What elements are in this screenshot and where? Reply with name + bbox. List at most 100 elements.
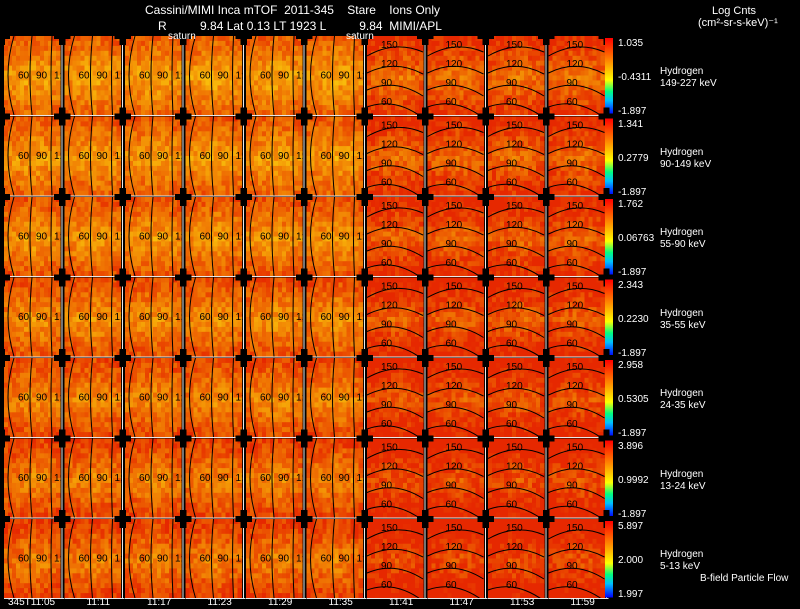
contour-label: 60 bbox=[200, 473, 212, 484]
contour-label: 60 bbox=[506, 178, 518, 189]
contour-label: 90 bbox=[339, 71, 351, 82]
heatmap-cell: 60 90 1: bbox=[175, 188, 252, 277]
contour-label: 90 bbox=[339, 393, 351, 404]
contour-label: 60 bbox=[381, 339, 393, 350]
contour-lines bbox=[548, 126, 605, 199]
contour-label: 1: bbox=[236, 151, 244, 162]
heatmap-cell: 150 120 90 60 bbox=[478, 188, 554, 280]
planet-cross-marker bbox=[296, 188, 313, 206]
heatmap-cell: 60 90 1: bbox=[115, 188, 191, 277]
contour-label: 90 bbox=[36, 473, 48, 484]
contour-label: 60 bbox=[200, 151, 212, 162]
heatmap-cell: 60 90 1: bbox=[54, 27, 131, 116]
contour-label: 90 bbox=[157, 393, 169, 404]
colorbar-min: -1.897 bbox=[618, 267, 647, 278]
contour-label: 1: bbox=[115, 312, 123, 323]
contour-label: 90 bbox=[506, 400, 518, 411]
contour-lines bbox=[7, 438, 53, 518]
contour-label: 90 bbox=[157, 554, 169, 565]
contour-label: 60 bbox=[506, 339, 518, 350]
colorbar-mid: 2.000 bbox=[618, 555, 644, 566]
contour-lines bbox=[189, 518, 234, 599]
time-tick-label: 11:35 bbox=[328, 597, 353, 608]
contour-label: 90 bbox=[506, 481, 518, 492]
contour-lines bbox=[128, 438, 174, 518]
contour-label: 90 bbox=[36, 554, 48, 565]
contour-label: 60 bbox=[446, 500, 458, 511]
contour-label: 60 bbox=[321, 554, 333, 565]
energy-range-label: 55-90 keV bbox=[660, 239, 706, 250]
heatmap-cell: 150 120 90 60 bbox=[357, 188, 433, 280]
contour-label: 60 bbox=[506, 97, 518, 108]
heatmap-cell: 150 120 90 60 bbox=[357, 429, 433, 521]
planet-cross-marker bbox=[296, 510, 313, 528]
contour-lines bbox=[310, 35, 355, 116]
planet-cross-marker bbox=[538, 429, 555, 448]
heatmap-cell: 150 120 90 60 bbox=[478, 268, 554, 360]
contour-label: 1: bbox=[357, 312, 365, 323]
contour-label: 90 bbox=[157, 473, 169, 484]
contour-label: 1: bbox=[296, 312, 304, 323]
contour-label: 120 bbox=[446, 59, 463, 70]
planet-cross-marker bbox=[357, 107, 373, 126]
contour-label: 120 bbox=[567, 140, 584, 151]
colorbar bbox=[605, 38, 613, 115]
contour-label: 60 bbox=[321, 393, 333, 404]
heatmap-cell: 150 120 90 60 bbox=[538, 429, 615, 521]
contour-label: 90 bbox=[446, 320, 458, 331]
colorbar bbox=[605, 440, 613, 517]
heatmap-cell: 150 120 90 60 bbox=[357, 107, 433, 199]
contour-label: 60 bbox=[200, 312, 212, 323]
contour-label: 90 bbox=[278, 554, 290, 565]
contour-lines bbox=[189, 438, 234, 518]
colorbar-max: 5.897 bbox=[618, 521, 644, 532]
contour-label: 120 bbox=[567, 462, 584, 473]
contour-label: 90 bbox=[446, 400, 458, 411]
contour-label: 1: bbox=[175, 151, 183, 162]
contour-label: 120 bbox=[506, 381, 523, 392]
contour-label: 60 bbox=[567, 97, 579, 108]
contour-label: 90 bbox=[506, 239, 518, 250]
contour-label: 150 bbox=[446, 201, 463, 212]
contour-label: 1: bbox=[296, 393, 304, 404]
colorbar-min: -1.897 bbox=[618, 508, 647, 520]
row-4: 60 90 1: 60 90 1: 60 90 1: 60 90 1: 60 90 1: 60 90 1:1501… bbox=[0, 349, 615, 441]
contour-label: 60 bbox=[506, 500, 518, 511]
contour-label: 150 bbox=[567, 40, 584, 51]
heatmap-cell: 150 120 90 60 bbox=[538, 107, 615, 199]
contour-label: 60 bbox=[446, 178, 458, 189]
planet-cross-marker bbox=[115, 107, 131, 126]
contour-label: 1: bbox=[115, 71, 123, 82]
heatmap-cell: 60 90 1: bbox=[236, 349, 312, 438]
planet-cross-marker bbox=[478, 510, 494, 528]
contour-lines bbox=[310, 438, 355, 518]
row-6: 60 90 1: 60 90 1: 60 90 1: 60 90 1: 60 90 1: 60 90 1:1501… bbox=[0, 510, 615, 602]
contour-label: 150 bbox=[506, 282, 523, 293]
contour-label: 90 bbox=[278, 312, 290, 323]
colorbar-max: 3.896 bbox=[618, 440, 644, 452]
planet-cross-marker bbox=[175, 27, 192, 45]
contour-label: 120 bbox=[506, 59, 523, 70]
planet-cross-marker bbox=[54, 429, 71, 448]
heatmap-cell: 60 90 1: bbox=[54, 429, 131, 519]
planet-cross-marker bbox=[538, 188, 555, 206]
contour-label: 90 bbox=[157, 312, 169, 323]
contour-label: 90 bbox=[36, 312, 48, 323]
contour-label: 1: bbox=[115, 473, 123, 484]
heatmap-cell: 60 90 1: bbox=[296, 188, 373, 277]
contour-label: 60 bbox=[567, 258, 579, 269]
contour-label: 90 bbox=[381, 400, 393, 411]
contour-label: 90 bbox=[381, 561, 393, 572]
contour-label: 90 bbox=[218, 312, 230, 323]
planet-cross-marker bbox=[538, 349, 555, 367]
colorbar-mid: 0.9992 bbox=[618, 474, 649, 486]
planet-cross-marker bbox=[175, 268, 192, 287]
contour-label: 60 bbox=[567, 500, 579, 511]
planet-cross-marker bbox=[0, 349, 10, 367]
planet-cross-marker bbox=[54, 510, 71, 528]
species-label: Hydrogen bbox=[660, 388, 704, 399]
contour-lines bbox=[427, 448, 484, 521]
planet-cross-marker bbox=[175, 349, 192, 367]
heatmap-cell: 60 90 1: bbox=[54, 107, 131, 197]
colorbar bbox=[605, 279, 613, 356]
